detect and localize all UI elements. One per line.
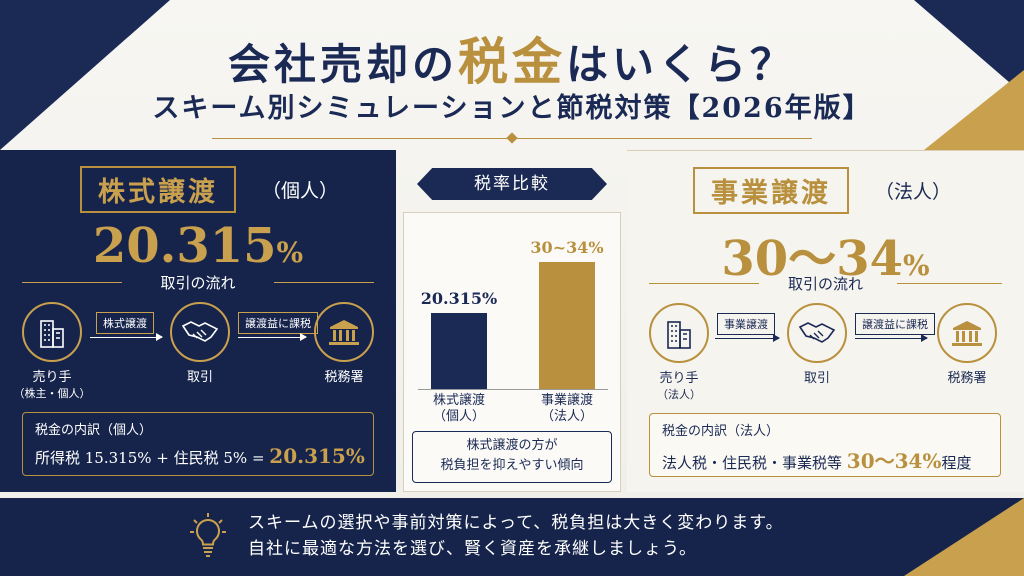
breakdown-row: 所得税 15.315% + 住民税 5% = 20.315% [35, 444, 365, 468]
divider [897, 283, 1002, 284]
tax-breakdown: 税金の内訳（法人） 法人税・住民税・事業税等 30～34%程度 [649, 413, 1001, 477]
flow-label: 取引の流れ [787, 275, 863, 293]
divider [274, 282, 374, 283]
building-icon [22, 302, 82, 362]
tax-office-label: 税務署 [324, 370, 364, 385]
chart-axis [418, 389, 608, 390]
card-subtitle: （個人） [262, 180, 339, 202]
tax-office-icon [314, 302, 374, 362]
business-transfer-card: 事業譲渡 （法人） 30～34% 取引の流れ 事業譲渡 譲渡益に課税 売り手 （法… [627, 150, 1024, 492]
decor-corner-top-left [0, 0, 170, 150]
title-highlight: 税金 [458, 32, 566, 91]
arrow-icon [715, 334, 780, 342]
footer-line: 自社に最適な方法を選び、賢く資産を承継しましょう。 [248, 539, 697, 560]
footer-message: スキームの選択や事前対策によって、税負担は大きく変わります。 自社に最適な方法を… [248, 510, 784, 563]
step-label: 株式譲渡 [96, 312, 154, 334]
bar-category-label: 株式譲渡 （個人） [432, 393, 485, 425]
seller-label: 売り手 （株主・個人） [13, 370, 91, 400]
page-subtitle: スキーム別シミュレーションと節税対策【2026年版】 [152, 93, 872, 124]
tax-rate: 30～34% [721, 231, 930, 287]
seller-label: 売り手 （法人） [657, 371, 701, 401]
arrow-icon [855, 334, 928, 342]
deal-label: 取引 [803, 371, 830, 386]
handshake-icon [170, 302, 230, 362]
bar [539, 261, 595, 389]
breakdown-row: 法人税・住民税・事業税等 30～34%程度 [662, 449, 972, 473]
step-label: 譲渡益に課税 [238, 312, 318, 334]
bar-category-label: 事業譲渡 （法人） [540, 393, 593, 425]
tax-breakdown: 税金の内訳（個人） 所得税 15.315% + 住民税 5% = 20.315% [22, 412, 374, 476]
rate-comparison: 税率比較 株式譲渡の方が 税負担を抑えやすい傾向 20.315% 株式譲渡 （個人） 3… [403, 150, 621, 492]
decor-corner-gold [924, 70, 1024, 150]
tax-office-label: 税務署 [947, 371, 987, 386]
deal-label: 取引 [186, 370, 213, 385]
arrow-icon [238, 333, 307, 341]
comparison-note: 株式譲渡の方が 税負担を抑えやすい傾向 [412, 431, 612, 483]
decor-footer-gold [904, 498, 1024, 576]
diamond-icon [506, 132, 518, 144]
tax-rate: 20.315% [92, 218, 304, 274]
step-label: 譲渡益に課税 [855, 313, 935, 335]
footer-line: スキームの選択や事前対策によって、税負担は大きく変わります。 [248, 513, 784, 533]
tax-office-icon [937, 303, 997, 363]
breakdown-title: 税金の内訳（法人） [662, 424, 780, 439]
flow-label: 取引の流れ [160, 274, 236, 292]
bar-value-label: 30~34% [530, 237, 604, 257]
divider [22, 282, 122, 283]
footer-banner [0, 498, 1024, 576]
bar-chart: 株式譲渡の方が 税負担を抑えやすい傾向 20.315% 株式譲渡 （個人） 30~34%… [403, 212, 621, 492]
stock-transfer-card: 株式譲渡 （個人） 20.315% 取引の流れ 株式譲渡 譲渡益に課税 売り手（… [0, 150, 396, 492]
bar-value-label: 20.315% [420, 288, 498, 308]
divider [649, 283, 759, 284]
building-icon [649, 303, 709, 363]
comparison-ribbon: 税率比較 [417, 168, 607, 200]
card-title: 事業譲渡 [693, 167, 849, 214]
page-title: 会社売却の税金はいくら？ [227, 32, 797, 91]
lightbulb-icon [190, 512, 226, 560]
handshake-icon [787, 303, 847, 363]
card-subtitle: （法人） [875, 181, 952, 203]
bar [431, 312, 487, 389]
step-label: 事業譲渡 [717, 313, 775, 335]
breakdown-title: 税金の内訳（個人） [35, 423, 153, 438]
arrow-icon [90, 333, 163, 341]
card-title: 株式譲渡 [80, 166, 236, 213]
